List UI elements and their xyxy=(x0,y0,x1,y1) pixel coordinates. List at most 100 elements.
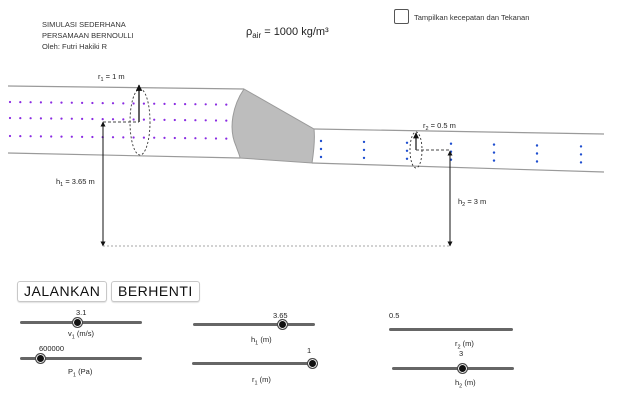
fluid-particle xyxy=(132,118,135,121)
fluid-particle xyxy=(492,143,496,146)
h2-annotation: h2 = 3 m xyxy=(458,197,486,208)
wide-pipe-top-wall xyxy=(7,85,245,90)
fluid-particle xyxy=(579,161,583,164)
fluid-particle xyxy=(225,119,228,122)
fluid-particle xyxy=(163,118,166,121)
fluid-particle xyxy=(19,101,22,104)
fluid-particle xyxy=(194,137,197,140)
slider-h2-label: h2 (m) xyxy=(455,378,476,390)
fluid-particle xyxy=(225,137,228,140)
fluid-particle xyxy=(39,135,43,138)
fluid-particle xyxy=(214,103,218,106)
show-velocity-pressure-label[interactable]: Tampilkan kecepatan dan Tekanan xyxy=(414,13,530,22)
fluid-particle xyxy=(194,103,197,106)
fluid-particle xyxy=(91,117,94,121)
fluid-particle xyxy=(184,103,187,106)
fluid-particle xyxy=(50,135,53,138)
fluid-particle xyxy=(153,118,156,121)
fluid-particle xyxy=(8,134,12,138)
fluid-particles-narrow xyxy=(319,139,583,164)
slider-h2-value: 3 xyxy=(459,349,464,358)
fluid-particle xyxy=(362,140,366,144)
credit-author: Oleh: Futri Hakiki R xyxy=(42,42,108,51)
fluid-particle xyxy=(122,136,125,139)
fluid-particle xyxy=(204,103,207,106)
slider-h1-knob[interactable] xyxy=(277,319,289,330)
slider-p1-knob[interactable] xyxy=(34,353,46,364)
credit-subtitle: PERSAMAAN BERNOULLI xyxy=(42,31,134,40)
slider-h2-track[interactable] xyxy=(392,367,514,370)
fluid-particle xyxy=(225,103,228,106)
wide-pipe-bottom-wall xyxy=(7,152,241,159)
fluid-particle xyxy=(579,145,583,148)
fluid-particle xyxy=(362,156,366,160)
fluid-particle xyxy=(111,102,115,105)
slider-r1-value: 1 xyxy=(307,346,312,355)
r2-annotation: r2 = 0.5 m xyxy=(423,121,456,132)
fluid-particle xyxy=(122,102,125,105)
fluid-particle xyxy=(163,102,166,105)
slider-r2-label: r2 (m) xyxy=(455,339,474,351)
fluid-particle xyxy=(70,135,73,138)
fluid-particle xyxy=(60,101,63,104)
fluid-particle xyxy=(60,135,63,138)
fluid-particle xyxy=(122,118,125,121)
slider-r1-knob[interactable] xyxy=(307,358,318,369)
fluid-particle xyxy=(173,118,176,122)
fluid-particle xyxy=(101,118,104,121)
fluid-particle xyxy=(184,119,187,122)
fluid-particle xyxy=(39,117,43,120)
fluid-particle xyxy=(449,142,453,145)
fluid-particle xyxy=(535,152,539,155)
slider-r2-value: 0.5 xyxy=(389,311,400,320)
fluid-particle xyxy=(535,160,539,163)
slider-h1-track[interactable] xyxy=(193,323,315,326)
fluid-particle xyxy=(29,101,32,104)
fluid-particle xyxy=(319,139,323,143)
density-subscript: air xyxy=(252,31,262,41)
pipe-taper xyxy=(231,88,315,164)
fluid-particle xyxy=(50,101,53,104)
stop-button[interactable]: BERHENTI xyxy=(111,281,200,302)
fluid-particle xyxy=(173,136,176,140)
fluid-particle xyxy=(319,155,323,159)
density-symbol: ρ xyxy=(246,26,253,38)
fluid-particle xyxy=(492,151,496,154)
slider-p1-value: 600000 xyxy=(39,344,65,353)
fluid-particle xyxy=(8,100,12,104)
fluid-particle xyxy=(39,101,43,104)
fluid-particle xyxy=(579,153,583,156)
fluid-particle xyxy=(19,117,22,120)
fluid-particle xyxy=(132,136,135,139)
fluid-particle xyxy=(214,137,218,140)
fluid-particle xyxy=(81,135,84,138)
slider-v1-value: 3.1 xyxy=(76,308,87,317)
slider-r1-track[interactable] xyxy=(192,362,312,365)
fluid-particle xyxy=(163,136,166,139)
show-velocity-pressure-checkbox[interactable] xyxy=(394,9,409,24)
fluid-particle xyxy=(111,118,115,121)
fluid-particle xyxy=(405,141,409,144)
fluid-particle xyxy=(29,117,32,120)
fluid-particle xyxy=(101,102,104,105)
fluid-particle xyxy=(204,119,207,122)
fluid-particle xyxy=(319,147,323,151)
fluid-particle xyxy=(142,118,145,121)
fluid-particle xyxy=(81,101,84,104)
fluid-particle xyxy=(60,117,63,120)
fluid-particle xyxy=(535,144,539,147)
fluid-particle xyxy=(70,117,73,120)
fluid-particle xyxy=(184,137,187,140)
fluid-particle xyxy=(142,102,145,105)
slider-r2-track[interactable] xyxy=(389,328,513,331)
slider-p1-track[interactable] xyxy=(20,357,142,360)
run-button[interactable]: JALANKAN xyxy=(17,281,108,302)
fluid-particle xyxy=(153,136,156,139)
fluid-particle xyxy=(492,159,496,162)
pipe-scene: r1 = 1 m r2 = 0.5 m h1 = 3.65 m h2 = 3 m xyxy=(7,72,605,247)
fluid-particle xyxy=(405,149,409,152)
slider-v1-knob[interactable] xyxy=(72,317,84,328)
fluid-particle xyxy=(214,119,218,122)
slider-h2-knob[interactable] xyxy=(456,363,468,374)
fluid-particle xyxy=(204,137,207,140)
